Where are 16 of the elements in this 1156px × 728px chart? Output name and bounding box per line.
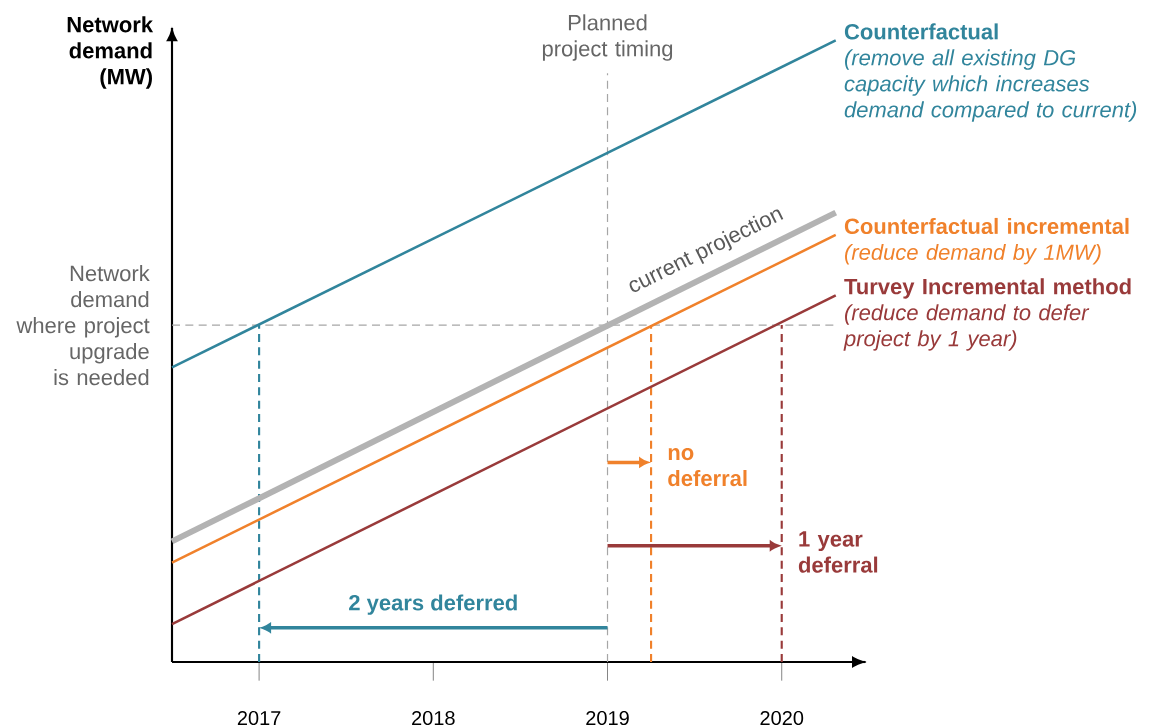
series-label: Counterfactual xyxy=(844,23,998,40)
x-tick-label: 2019 xyxy=(586,710,629,726)
annotation: 1 year deferral xyxy=(798,531,878,573)
annotation: (remove all existing DG capacity which increases demand compared to current) xyxy=(844,49,1137,122)
x-tick-label: 2020 xyxy=(760,710,804,726)
annotation: (reduce demand to defer project by 1 year) xyxy=(843,304,1090,351)
annotation: no deferral xyxy=(668,448,747,487)
annotation: 2 years deferred xyxy=(349,594,517,615)
y-axis-title: Network demand (MW) xyxy=(67,16,154,89)
ref-line-label: Planned project timing xyxy=(542,14,673,61)
annotation: (reduce demand by 1MW) xyxy=(845,243,1101,265)
x-tick-label: 2018 xyxy=(412,710,455,726)
x-tick-label: 2017 xyxy=(237,710,281,726)
series-label: Counterfactual incremental xyxy=(844,217,1129,235)
series-label: Turvey Incremental method xyxy=(844,278,1131,299)
ref-line-label: Network demand where project upgrade is needed xyxy=(16,265,150,386)
